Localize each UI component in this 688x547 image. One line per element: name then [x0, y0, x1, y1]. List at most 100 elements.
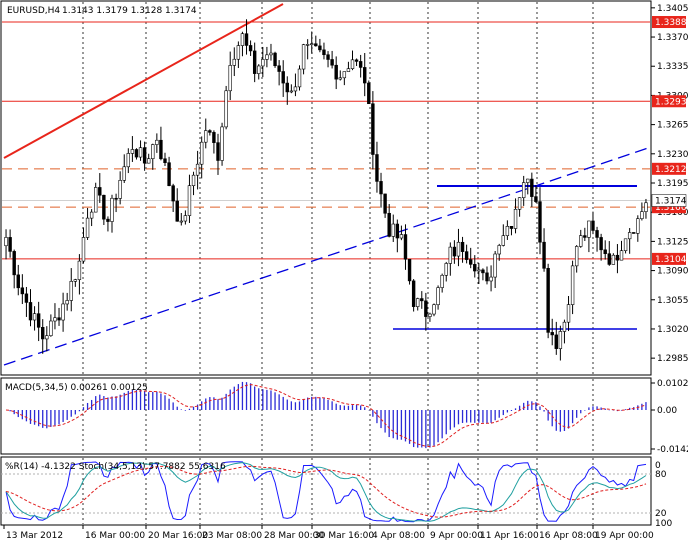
candle-body	[554, 334, 558, 349]
candle-body	[367, 82, 371, 105]
candle-body	[432, 304, 436, 315]
time-tick-label: 16 Mar 00:00	[85, 531, 145, 541]
candle-body	[240, 33, 245, 46]
price-tick-label: 1.3125	[657, 237, 688, 247]
candle-body	[632, 232, 636, 234]
candle-body	[619, 250, 624, 261]
candle-body	[371, 103, 375, 155]
candle-body	[391, 223, 395, 237]
candle-body	[640, 211, 644, 219]
price-tick-label: 1.3335	[657, 62, 688, 72]
macd-vertical-gridlines	[82, 379, 594, 453]
candle-body	[191, 174, 196, 186]
candle-body	[179, 220, 184, 223]
macd-tick-label: 0.01021	[657, 379, 688, 389]
price-tick-label: 1.3055	[657, 296, 688, 306]
candle-body	[236, 45, 241, 60]
candle-body	[550, 332, 554, 336]
candle-body	[428, 313, 432, 317]
price-pane[interactable]: 1.34051.33701.33351.33001.32651.32301.31…	[0, 0, 688, 376]
candle-body	[187, 185, 192, 216]
candle-body	[114, 197, 118, 200]
candle-body	[460, 241, 465, 252]
candle-body	[566, 304, 571, 323]
candle-body	[277, 65, 281, 72]
candle-body	[350, 59, 355, 69]
blue-dashed-trendline[interactable]	[3, 147, 649, 366]
candle-body	[452, 246, 457, 257]
candle-body	[281, 71, 285, 84]
candle-body	[591, 220, 595, 231]
horizontal-levels[interactable]	[2, 21, 650, 260]
candle-body	[163, 158, 167, 163]
time-tick-label: 20 Mar 16:00	[148, 531, 208, 541]
candle-body	[517, 197, 522, 210]
candle-body	[167, 162, 171, 187]
candle-body	[61, 303, 65, 321]
candle-body	[326, 54, 330, 60]
candle-body	[265, 54, 269, 60]
time-tick-label: 11 Apr 16:00	[480, 531, 539, 541]
candle-body	[130, 149, 135, 154]
candle-body	[526, 178, 530, 183]
candle-body	[505, 226, 510, 236]
candle-body	[558, 331, 563, 349]
candle-body	[407, 258, 412, 282]
price-tick-label: 1.3090	[657, 267, 688, 277]
candle-body	[16, 274, 20, 289]
candle-body	[212, 132, 216, 143]
candle-body	[208, 130, 212, 133]
macd-pane[interactable]: 0.01021 0.00 -0.01429 MACD(5,34,5) 0.00261…	[0, 377, 688, 455]
symbol-title: EURUSD,H4	[7, 6, 60, 16]
candle-body	[232, 58, 236, 66]
macd-title: MACD(5,34,5) 0.00261 0.00125	[5, 383, 148, 393]
candle-body	[126, 153, 131, 168]
candle-body	[521, 182, 526, 198]
current-price-bg	[651, 194, 687, 207]
trendlines[interactable]	[3, 3, 649, 366]
candle-body	[122, 166, 126, 181]
macd-tick-label: -0.01429	[657, 445, 688, 455]
candle-body	[314, 43, 318, 47]
candle-body	[151, 144, 155, 160]
candle-body	[534, 196, 538, 202]
candle-body	[261, 59, 265, 67]
candle-body	[20, 287, 25, 295]
candle-body	[285, 82, 289, 93]
level-label: 1.3293	[655, 97, 687, 107]
macd-signal-line	[5, 384, 647, 448]
candle-body	[36, 313, 41, 328]
candle-body	[440, 274, 444, 288]
stochastic-main-line	[5, 462, 647, 522]
candle-body	[509, 226, 514, 229]
candle-body	[269, 52, 273, 56]
candle-body	[456, 241, 461, 257]
candle-body	[57, 317, 61, 321]
candlesticks	[4, 19, 648, 361]
candle-body	[448, 246, 453, 264]
level-labels: 1.3388 1.3293 1.3212 1.3166 1.3104 1.3174	[651, 16, 687, 265]
candle-body	[85, 217, 90, 238]
candle-body	[444, 263, 448, 276]
candle-body	[53, 317, 57, 322]
candle-body	[420, 298, 424, 302]
candle-body	[244, 33, 249, 46]
candle-body	[570, 265, 575, 305]
time-tick-label: 30 Mar 16:00	[314, 531, 374, 541]
current-price-label: 1.3174	[655, 197, 687, 207]
level-label: 1.3212	[655, 165, 687, 175]
oscillator-title: %R(14) -4.1322 Stoch(34,5,13) 57.7882 55…	[5, 462, 226, 472]
level-label: 1.3166	[655, 203, 687, 213]
candle-body	[346, 68, 351, 72]
candle-body	[579, 235, 583, 247]
candle-body	[599, 237, 603, 251]
candle-body	[195, 163, 200, 176]
red-uptrend-line[interactable]	[3, 3, 284, 159]
candle-body	[363, 67, 367, 84]
candle-body	[73, 279, 78, 282]
candle-body	[257, 65, 261, 74]
candle-body	[41, 327, 45, 340]
